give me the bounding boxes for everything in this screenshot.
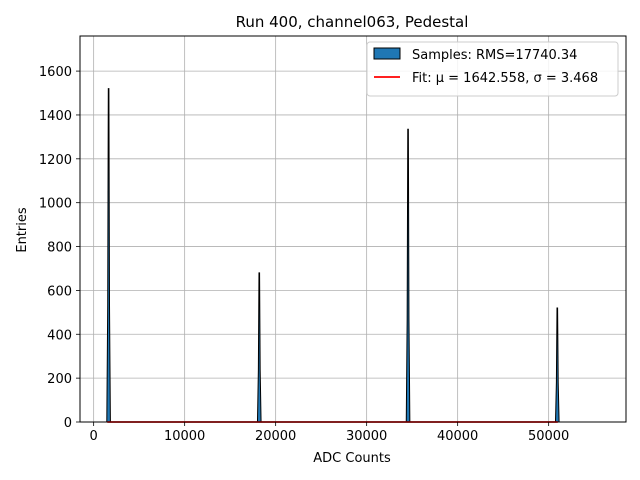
y-tick-label: 0 (64, 416, 72, 431)
x-tick-label: 20000 (255, 429, 296, 444)
legend-samples-label: Samples: RMS=17740.34 (412, 48, 577, 63)
legend-fit-label: Fit: μ = 1642.558, σ = 3.468 (412, 71, 598, 86)
legend-box (366, 41, 619, 97)
x-tick-label: 0 (90, 429, 98, 444)
y-ticks: 0 200 400 600 800 1000 1200 1400 1600 (39, 65, 80, 431)
y-tick-label: 1000 (39, 197, 72, 212)
y-tick-label: 400 (47, 328, 72, 343)
x-tick-label: 10000 (164, 429, 205, 444)
x-axis-label: ADC Counts (313, 451, 391, 466)
grid (80, 36, 626, 423)
x-tick-label: 50000 (528, 429, 569, 444)
x-ticks: 0 10000 20000 30000 40000 50000 (90, 422, 569, 444)
legend: Samples: RMS=17740.34 Fit: μ = 1642.558,… (366, 41, 619, 97)
y-tick-label: 1200 (39, 153, 72, 168)
legend-samples-swatch (373, 47, 401, 60)
y-tick-label: 200 (47, 372, 72, 387)
x-tick-label: 30000 (346, 429, 387, 444)
x-tick-label: 40000 (437, 429, 478, 444)
chart-title: Run 400, channel063, Pedestal (236, 13, 469, 31)
y-tick-label: 1400 (39, 109, 72, 124)
y-tick-label: 800 (47, 241, 72, 256)
plot-frame (79, 35, 627, 423)
y-tick-label: 1600 (39, 65, 72, 80)
y-axis-label: Entries (15, 207, 30, 253)
y-tick-label: 600 (47, 284, 72, 299)
